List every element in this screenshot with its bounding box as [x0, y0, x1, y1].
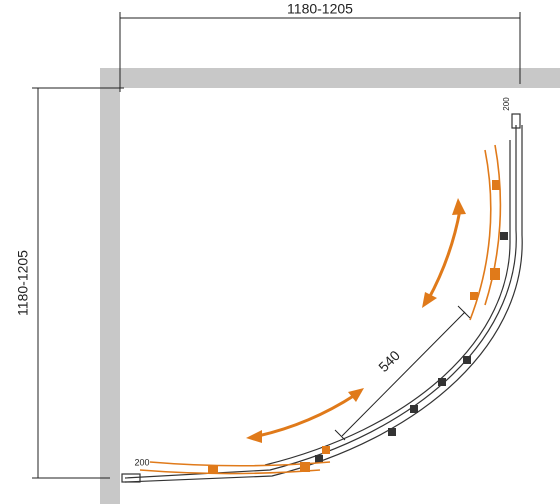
- side-wall: [100, 68, 120, 504]
- front-offset-label: 200: [134, 457, 149, 467]
- side-offset-label: 200: [502, 97, 511, 111]
- width-label: 1180-1205: [287, 1, 353, 17]
- width-dimension: [119, 12, 521, 92]
- doors: [139, 144, 502, 475]
- enclosure: [121, 113, 523, 483]
- slide-arrows: [246, 198, 466, 443]
- depth-dimension: [32, 87, 124, 479]
- back-wall: [100, 68, 560, 88]
- opening-label: 540: [375, 347, 403, 375]
- top-fitting: [511, 113, 521, 129]
- opening-dimension: [334, 305, 471, 441]
- bottom-fitting: [121, 473, 141, 483]
- rollers: [315, 232, 508, 463]
- depth-label: 1180-1205: [15, 250, 31, 316]
- door-handles: [208, 180, 500, 474]
